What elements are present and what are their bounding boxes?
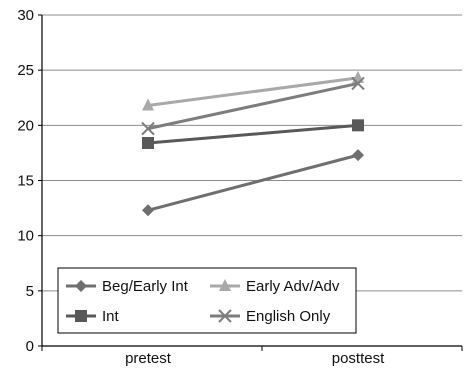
- x-tick-label-pretest: pretest: [125, 350, 172, 367]
- legend-marker-int: [75, 310, 87, 322]
- y-tick-label: 15: [17, 173, 34, 190]
- legend: Beg/Early Int Early Adv/Adv Int English Onl…: [57, 267, 357, 334]
- legend-label-english-only: English Only: [246, 308, 331, 325]
- y-tick-label: 25: [17, 62, 34, 79]
- legend-item-int: Int: [66, 308, 120, 325]
- y-tick-labels: 0 5 10 15 20 25 30: [17, 7, 34, 355]
- series-english-only: [141, 76, 365, 136]
- legend-box: [57, 267, 357, 334]
- data-point-int-pretest: [142, 136, 154, 149]
- y-tick-label: 0: [26, 338, 34, 355]
- y-tick-label: 30: [17, 7, 34, 24]
- y-tick-label: 20: [17, 117, 34, 134]
- gridlines: [42, 14, 462, 292]
- legend-marker-early-adv-adv: [219, 279, 231, 291]
- legend-label-early-adv-adv: Early Adv/Adv: [246, 278, 340, 295]
- series-beg-early-int: [142, 149, 364, 217]
- series-int: [142, 119, 364, 149]
- x-tick-labels: pretest posttest: [125, 350, 385, 367]
- y-tick-label: 5: [26, 283, 34, 300]
- legend-marker-english-only: [218, 309, 232, 323]
- data-point-english-only-pretest: [141, 121, 155, 136]
- series-line-early-adv-adv: [147, 76, 359, 107]
- data-point-int-posttest: [352, 119, 364, 132]
- data-point-early-adv-adv-pretest: [142, 98, 154, 111]
- series-line-english-only: [147, 81, 359, 131]
- series-line-int: [147, 123, 359, 145]
- x-tick-label-posttest: posttest: [332, 350, 385, 367]
- series-lines: [141, 70, 365, 217]
- data-point-english-only-posttest: [351, 76, 365, 91]
- legend-label-int: Int: [102, 308, 120, 325]
- legend-item-beg-early-int: Beg/Early Int: [66, 278, 189, 295]
- legend-item-english-only: English Only: [210, 308, 331, 325]
- data-point-beg-early-int-pretest: [142, 204, 154, 217]
- legend-item-early-adv-adv: Early Adv/Adv: [210, 278, 340, 295]
- axes: [38, 14, 463, 351]
- legend-label-beg-early-int: Beg/Early Int: [102, 278, 189, 295]
- series-line-beg-early-int: [147, 153, 359, 212]
- data-point-beg-early-int-posttest: [352, 149, 364, 162]
- data-point-early-adv-adv-posttest: [352, 70, 364, 83]
- y-tick-label: 10: [17, 228, 34, 245]
- legend-marker-beg-early-int: [75, 280, 87, 292]
